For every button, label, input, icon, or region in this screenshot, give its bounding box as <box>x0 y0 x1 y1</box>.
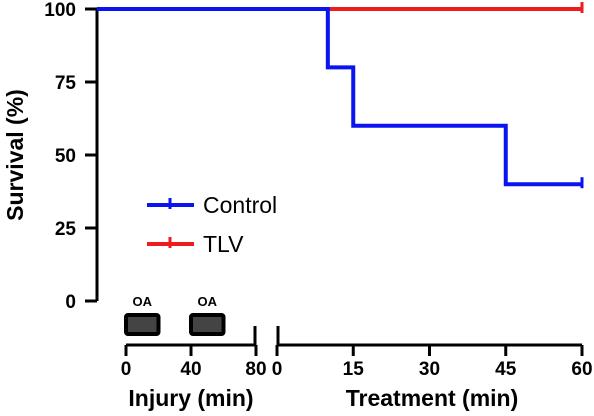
treatment-tick-label: 30 <box>419 359 440 380</box>
series-line-control <box>97 7 582 187</box>
series-layer <box>97 2 584 189</box>
oa-event-bar <box>189 313 226 336</box>
y-tick-label: 25 <box>55 219 77 240</box>
legend-label: Control <box>203 192 277 218</box>
oa-event-bar <box>124 313 161 336</box>
treatment-tick-label: 0 <box>272 359 283 380</box>
oa-event-label: OA <box>198 294 218 309</box>
injury-tick-label: 40 <box>180 359 201 380</box>
y-tick-label: 100 <box>44 0 76 21</box>
treatment-tick-label: 15 <box>343 359 365 380</box>
treatment-axis-title: Treatment (min) <box>346 385 519 411</box>
injury-tick-label: 0 <box>121 359 132 380</box>
treatment-tick-label: 45 <box>495 359 517 380</box>
injury-axis-title: Injury (min) <box>128 385 253 411</box>
injury-tick-label: 80 <box>245 359 266 380</box>
legend-label: TLV <box>203 231 244 257</box>
y-axis-title: Survival (%) <box>2 89 28 221</box>
y-tick-label: 75 <box>55 73 77 94</box>
treatment-tick-label: 60 <box>571 359 592 380</box>
treatment-axis: 0 15 30 45 60 Treatment (min) <box>272 326 593 411</box>
y-axis: 0 25 50 75 100 Survival (%) <box>2 0 99 313</box>
y-tick-label: 0 <box>65 292 76 313</box>
legend: Control TLV <box>147 192 277 257</box>
y-tick-label: 50 <box>55 146 76 167</box>
injury-axis: 0 40 80 OA OA Injury (min) <box>121 294 267 411</box>
oa-event-label: OA <box>133 294 153 309</box>
